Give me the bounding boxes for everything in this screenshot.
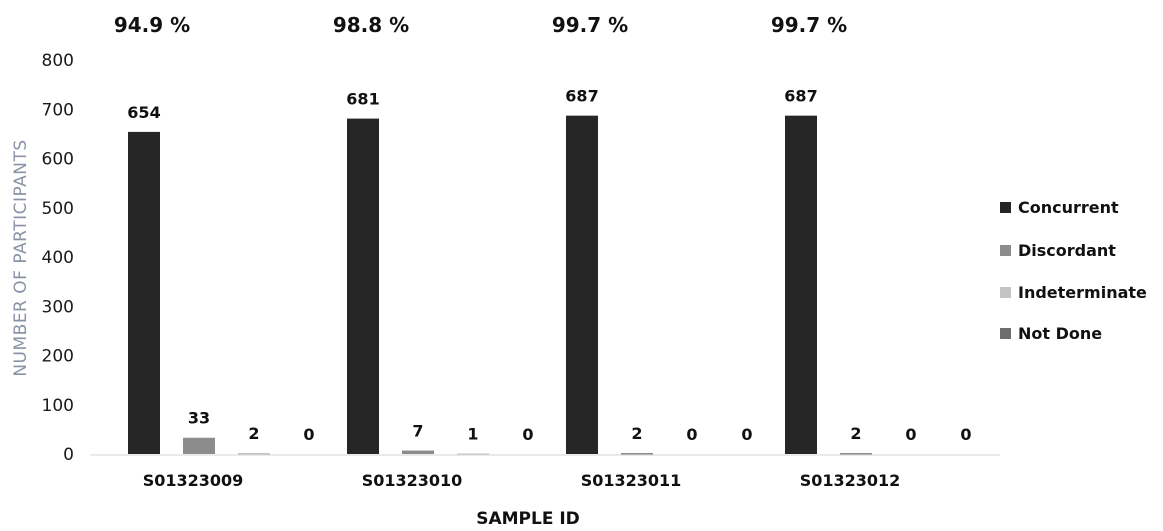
y-tick-label: 600 (42, 150, 74, 170)
legend-swatch (1000, 287, 1011, 298)
y-tick-label: 0 (63, 445, 74, 465)
bar-value-label: 2 (850, 424, 861, 443)
bar-value-label: 681 (346, 90, 379, 109)
legend-swatch (1000, 202, 1011, 213)
bar-value-label: 2 (248, 424, 259, 443)
y-axis-ticks: 0 100 200 300 400 500 600 700 800 (42, 51, 74, 465)
y-tick-label: 300 (42, 297, 74, 317)
bar-value-label: 0 (522, 425, 533, 444)
x-axis-ticks: S01323009 S01323010 S01323011 S01323012 (143, 471, 901, 490)
bar-value-label: 0 (960, 425, 971, 444)
percent-label: 99.7 % (771, 13, 847, 37)
bar-indeterminate (457, 453, 489, 456)
legend-label: Indeterminate (1018, 283, 1147, 302)
bar-value-label: 654 (127, 103, 160, 122)
bar-value-label: 687 (565, 87, 598, 106)
bar-value-label: 0 (905, 425, 916, 444)
bar-indeterminate (238, 453, 270, 455)
bar-value-label: 33 (188, 409, 210, 428)
bar-discordant (840, 453, 872, 455)
bar-concurrent (347, 118, 379, 455)
bar-value-labels: 654 33 2 0 681 7 1 0 687 2 0 0 687 2 0 0 (127, 87, 971, 444)
y-tick-label: 800 (42, 51, 74, 71)
legend-label: Discordant (1018, 241, 1116, 260)
x-axis-label: SAMPLE ID (476, 509, 580, 529)
legend-swatch (1000, 245, 1011, 256)
y-tick-label: 500 (42, 199, 74, 219)
bar-concurrent (128, 131, 160, 454)
legend-label: Not Done (1018, 324, 1102, 343)
bar-value-label: 0 (741, 425, 752, 444)
bar-discordant (402, 450, 434, 454)
bar-value-label: 0 (303, 425, 314, 444)
y-tick-label: 100 (42, 396, 74, 416)
bar-value-label: 687 (784, 87, 817, 106)
y-tick-label: 700 (42, 100, 74, 120)
bar-discordant (183, 437, 215, 454)
bar-value-label: 7 (412, 422, 423, 441)
x-tick-label: S01323011 (581, 471, 682, 490)
percent-label: 99.7 % (552, 13, 628, 37)
y-tick-label: 400 (42, 248, 74, 268)
bar-value-label: 0 (686, 425, 697, 444)
bar-value-label: 1 (467, 425, 478, 444)
legend: Concurrent Discordant Indeterminate Not Don… (1000, 198, 1147, 343)
x-tick-label: S01323009 (143, 471, 244, 490)
percent-label: 94.9 % (114, 13, 190, 37)
y-axis-label: NUMBER OF PARTICIPANTS (11, 139, 31, 376)
percent-labels: 94.9 % 98.8 % 99.7 % 99.7 % (114, 13, 847, 37)
bar-discordant (621, 453, 653, 455)
percent-label: 98.8 % (333, 13, 409, 37)
legend-swatch (1000, 328, 1011, 339)
y-tick-label: 200 (42, 347, 74, 367)
x-tick-label: S01323012 (800, 471, 901, 490)
legend-label: Concurrent (1018, 198, 1119, 217)
x-tick-label: S01323010 (362, 471, 463, 490)
bar-concurrent (566, 115, 598, 454)
bars (90, 115, 1000, 456)
bar-value-label: 2 (631, 424, 642, 443)
bar-concurrent (785, 115, 817, 454)
